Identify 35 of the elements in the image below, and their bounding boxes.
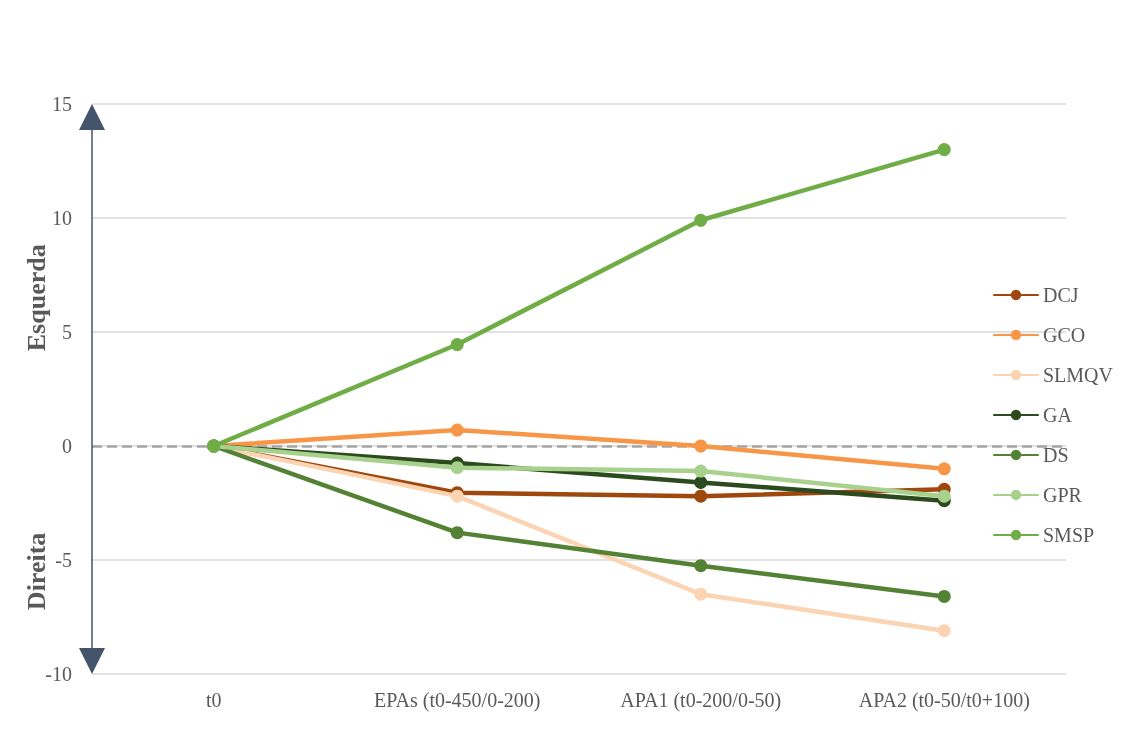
point xyxy=(694,475,708,489)
y-tick-label: 10 xyxy=(52,207,72,229)
point xyxy=(937,589,951,603)
point xyxy=(694,587,708,601)
y-tick-label: 0 xyxy=(62,435,72,457)
point xyxy=(694,489,708,503)
legend-label: GA xyxy=(1042,404,1073,426)
y-tick-label: 5 xyxy=(62,321,72,343)
legend-label: GPR xyxy=(1042,484,1083,506)
point xyxy=(937,489,951,503)
legend-label: DS xyxy=(1042,444,1069,466)
point xyxy=(694,213,708,227)
point xyxy=(937,462,951,476)
y-tick-label: -10 xyxy=(45,663,72,685)
legend-label: DCJ xyxy=(1042,284,1079,306)
point xyxy=(694,464,708,478)
x-tick-label: t0 xyxy=(205,689,222,711)
y-axis-title: Esquerda xyxy=(21,244,51,352)
y-tick-label: -5 xyxy=(55,549,72,571)
point xyxy=(694,559,708,573)
point xyxy=(450,423,464,437)
legend-label: SMSP xyxy=(1042,524,1095,546)
point xyxy=(450,461,464,475)
x-tick-label: APA1 (t0-200/0-50) xyxy=(620,689,782,712)
legend-label: GCO xyxy=(1042,324,1086,346)
point xyxy=(694,439,708,453)
x-tick-label: EPAs (t0-450/0-200) xyxy=(374,689,541,712)
text: Direita xyxy=(21,532,51,611)
point xyxy=(937,143,951,157)
x-tick-label: APA2 (t0-50/t0+100) xyxy=(858,689,1030,712)
legend-label: SLMQV xyxy=(1042,364,1114,386)
y-tick-label: 15 xyxy=(52,93,72,115)
point xyxy=(937,624,951,638)
point xyxy=(450,526,464,540)
point xyxy=(450,338,464,352)
